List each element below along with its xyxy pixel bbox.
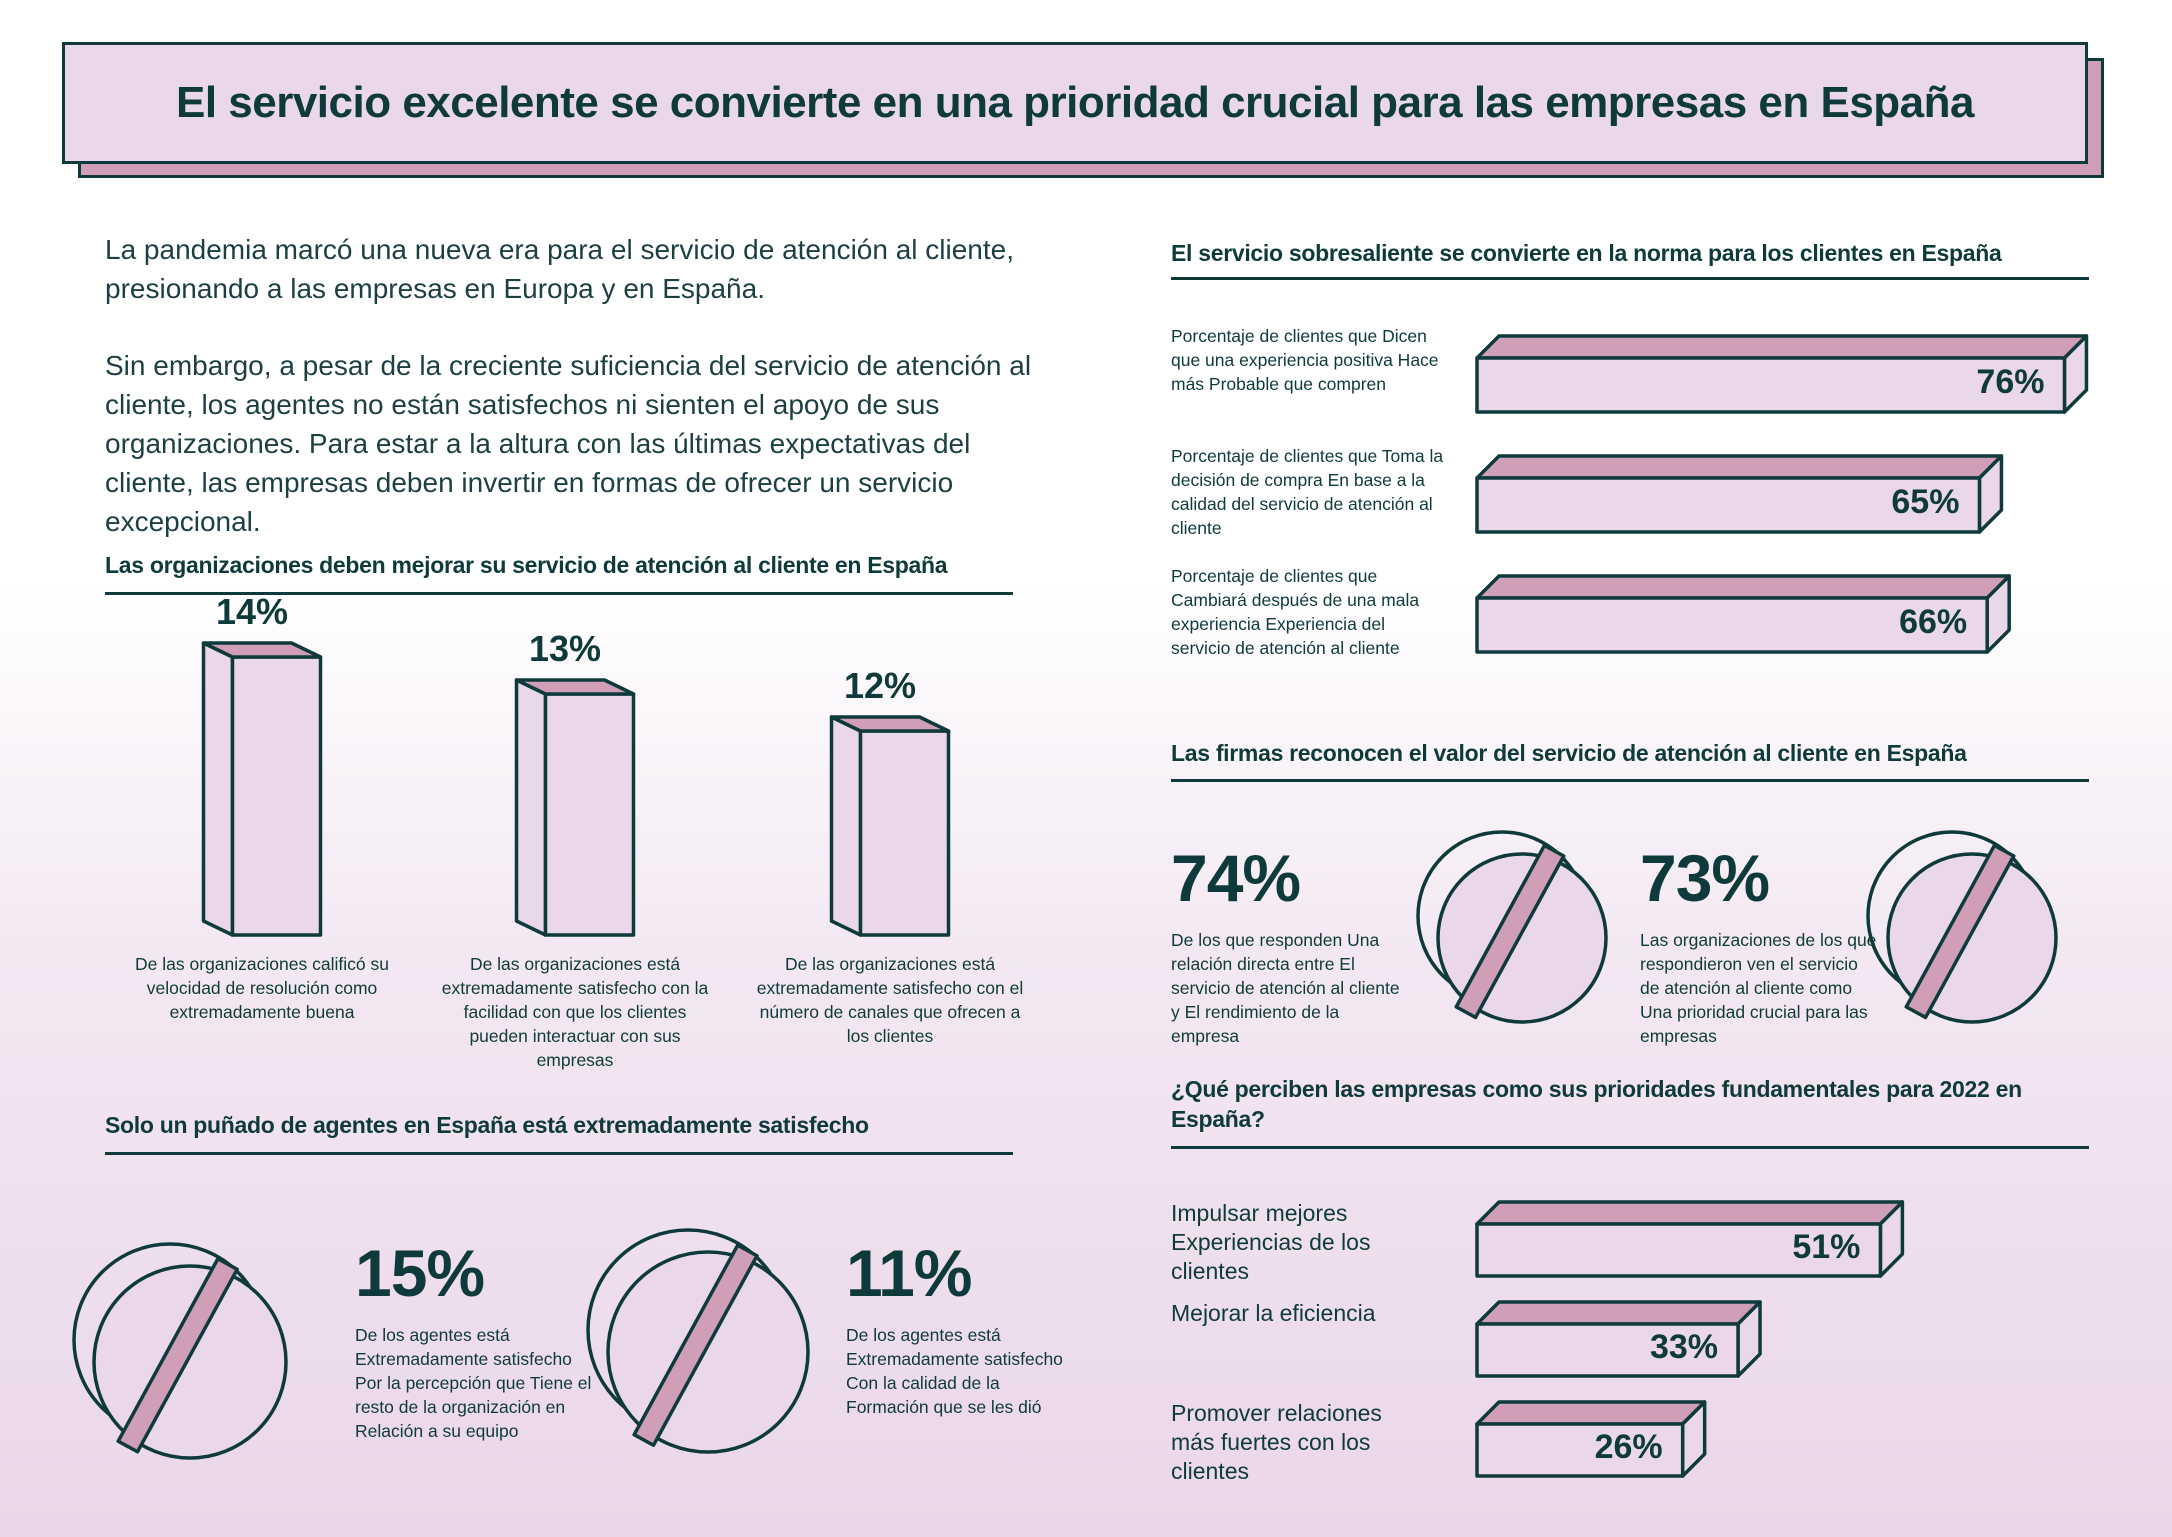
priorities-bar-value-label: 51% [1792, 1228, 1861, 1266]
section-divider-priorities [1171, 1146, 2089, 1149]
section-heading-orgs: Las organizaciones deben mejorar su serv… [105, 552, 948, 578]
section-heading-priorities: ¿Qué perciben las empresas como sus prio… [1171, 1076, 2022, 1132]
agents-pie-icon [72, 1242, 288, 1460]
orgs-bar-category-label: De las organizaciones calificó su veloci… [135, 954, 389, 1022]
orgs-bar [201, 641, 323, 937]
priorities-bar-category-label: Impulsar mejores Experiencias de los cli… [1171, 1200, 1371, 1284]
orgs-bar-value-label: 14% [215, 591, 289, 632]
title-banner: El servicio excelente se convierte en un… [62, 42, 2088, 164]
priorities-bar-value-label: 26% [1594, 1428, 1663, 1466]
norm-bar-category-label: Porcentaje de clientes que Dicen que una… [1171, 326, 1439, 394]
agents-pie-value-label: 15% [355, 1236, 485, 1310]
firms-pie-icon [1866, 830, 2058, 1024]
section-divider-norm [1171, 277, 2089, 280]
priorities-bar [1475, 1300, 1762, 1378]
agents-pie-value-label: 11% [846, 1236, 972, 1310]
firms-pie-value-label: 73% [1640, 841, 1770, 915]
priorities-bar [1475, 1400, 1707, 1478]
firms-pie-description: Las organizaciones de los que respondier… [1640, 930, 1877, 1046]
section-heading-firms: Las firmas reconocen el valor del servic… [1171, 740, 1967, 766]
intro-paragraph-1: La pandemia marcó una nueva era para el … [105, 234, 1015, 304]
section-heading-agents: Solo un puñado de agentes en España está… [105, 1112, 869, 1138]
section-divider-agents [105, 1152, 1013, 1155]
page-title: El servicio excelente se convierte en un… [175, 78, 1975, 127]
norm-bar [1475, 574, 2011, 654]
priorities-bar [1475, 1200, 1905, 1278]
norm-bar-value-label: 65% [1891, 483, 1960, 521]
orgs-bar-value-label: 13% [528, 628, 602, 669]
norm-bar [1475, 334, 2089, 414]
agents-pie-description: De los agentes está Extremadamente satis… [355, 1325, 592, 1441]
agents-pie-icon [586, 1228, 810, 1454]
intro-paragraph-2: Sin embargo, a pesar de la creciente suf… [105, 350, 1032, 537]
section-heading-norm: El servicio sobresaliente se convierte e… [1171, 240, 2002, 266]
priorities-bar-category-label: Mejorar la eficiencia [1171, 1300, 1376, 1326]
norm-bar-category-label: Porcentaje de clientes que Toma la decis… [1171, 446, 1444, 538]
norm-bar [1475, 454, 2004, 534]
priorities-bar-category-label: Promover relaciones más fuertes con los … [1171, 1400, 1382, 1484]
norm-bar-category-label: Porcentaje de clientes que Cambiará desp… [1171, 566, 1420, 658]
orgs-bar [829, 715, 951, 937]
orgs-bar-category-label: De las organizaciones está extremadament… [756, 954, 1024, 1046]
intro-text: La pandemia marcó una nueva era para el … [105, 230, 1065, 579]
section-divider-firms [1171, 779, 2089, 782]
orgs-bar [514, 678, 636, 937]
norm-bar-value-label: 76% [1976, 363, 2045, 401]
section-divider-orgs [105, 592, 1013, 595]
firms-pie-value-label: 74% [1171, 841, 1301, 915]
priorities-bar-value-label: 33% [1649, 1328, 1719, 1366]
norm-bar-value-label: 66% [1899, 603, 1968, 641]
agents-pie-description: De los agentes está Extremadamente satis… [846, 1325, 1063, 1417]
orgs-bar-category-label: De las organizaciones está extremadament… [441, 954, 709, 1070]
firms-pie-description: De los que responden Una relación direct… [1171, 930, 1400, 1046]
firms-pie-icon [1416, 830, 1608, 1024]
orgs-bar-value-label: 12% [843, 665, 917, 706]
